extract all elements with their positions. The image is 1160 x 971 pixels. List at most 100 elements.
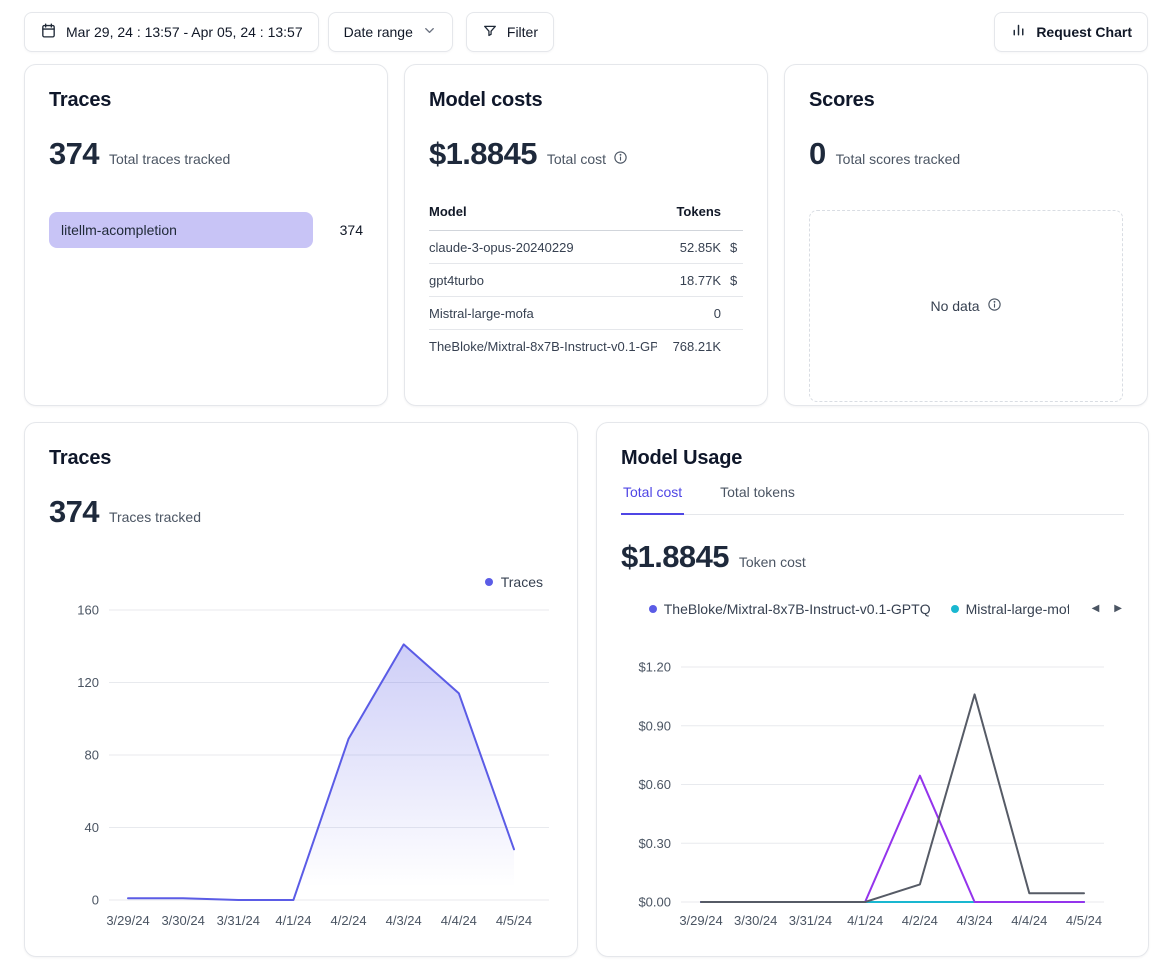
svg-text:3/29/24: 3/29/24 <box>679 913 722 928</box>
svg-text:120: 120 <box>77 675 99 690</box>
tokens-cell: 18.77K <box>679 272 721 288</box>
tokens-cell: 0 <box>713 305 721 321</box>
metric-caption: Total traces tracked <box>108 151 231 167</box>
svg-text:3/29/24: 3/29/24 <box>106 913 149 928</box>
empty-state-box: No data <box>809 210 1123 402</box>
svg-text:4/1/24: 4/1/24 <box>847 913 883 928</box>
legend-dot <box>648 605 657 613</box>
card-title: Traces <box>49 89 112 111</box>
svg-text:160: 160 <box>77 603 99 618</box>
tab-total-tokens[interactable]: Total tokens <box>720 484 795 500</box>
card-model-costs: Model costs $1.8845 Total cost Model Tok… <box>404 64 768 406</box>
date-range-value: Mar 29, 24 : 13:57 - Apr 05, 24 : 13:57 <box>66 24 303 40</box>
filter-icon <box>482 23 498 42</box>
bar-chart-icon <box>1010 22 1027 42</box>
metric-value: 374 <box>49 136 100 171</box>
metric-caption: Token cost <box>738 554 806 570</box>
info-icon[interactable] <box>613 150 628 168</box>
trace-name-bar-value: 374 <box>339 222 363 238</box>
svg-text:40: 40 <box>85 820 99 835</box>
legend-dot <box>484 578 493 586</box>
chart-legend: TheBloke/Mixtral-8x7B-Instruct-v0.1-GPTQ… <box>621 601 1124 617</box>
table-header: Model Tokens <box>429 204 743 231</box>
metric: $1.8845 Token cost <box>621 539 1124 575</box>
svg-text:4/4/24: 4/4/24 <box>441 913 477 928</box>
legend-label: Mistral-large-mofa <box>965 601 1069 617</box>
model-name-cell: claude-3-opus-20240229 <box>429 239 574 255</box>
svg-text:4/4/24: 4/4/24 <box>1011 913 1047 928</box>
svg-text:80: 80 <box>85 748 99 763</box>
cost-cell: $ <box>730 239 738 255</box>
metric-caption: Total cost <box>546 151 606 167</box>
model-costs-table: Model Tokens claude-3-opus-20240229 52.8… <box>429 204 743 363</box>
svg-text:4/1/24: 4/1/24 <box>275 913 311 928</box>
filter-label: Filter <box>506 24 539 40</box>
date-range-dropdown[interactable]: Date range <box>327 12 453 52</box>
date-range-picker-button[interactable]: Mar 29, 24 : 13:57 - Apr 05, 24 : 13:57 <box>24 12 319 52</box>
metric: 374 Traces tracked <box>49 494 553 530</box>
legend-dot <box>950 605 959 613</box>
metric-caption: Traces tracked <box>108 509 202 525</box>
legend-item: Mistral-large-mofa <box>950 601 1069 617</box>
svg-text:$0.30: $0.30 <box>638 836 671 851</box>
tokens-cell: 52.85K <box>679 239 721 255</box>
table-row: Mistral-large-mofa 0 <box>429 297 743 330</box>
tokens-cell: 768.21K <box>672 339 721 354</box>
svg-text:$0.00: $0.00 <box>638 895 671 910</box>
svg-text:3/31/24: 3/31/24 <box>789 913 832 928</box>
svg-text:4/3/24: 4/3/24 <box>956 913 992 928</box>
metric: 0 Total scores tracked <box>809 136 1123 172</box>
card-title: Scores <box>809 89 875 111</box>
trace-name-bar-label: litellm-acompletion <box>61 222 177 238</box>
info-icon[interactable] <box>987 297 1002 315</box>
svg-text:4/2/24: 4/2/24 <box>330 913 366 928</box>
model-name-cell: gpt4turbo <box>429 272 484 288</box>
trace-name-bar-row: litellm-acompletion 374 <box>49 212 363 248</box>
svg-text:3/30/24: 3/30/24 <box>734 913 777 928</box>
metric-value: 374 <box>49 494 100 529</box>
metric-value: $1.8845 <box>429 136 537 171</box>
legend-prev-button[interactable]: ◀ <box>1091 603 1100 614</box>
legend-item: TheBloke/Mixtral-8x7B-Instruct-v0.1-GPTQ <box>648 601 931 617</box>
model-usage-line-chart: $0.00 $0.30 $0.60 $0.90 $1.20 3/29/24 3/30/24 3… <box>638 660 1104 928</box>
svg-text:$1.20: $1.20 <box>638 660 671 675</box>
card-title: Model costs <box>429 89 543 111</box>
card-model-usage: Model Usage Total cost Total tokens $1.8… <box>596 422 1149 957</box>
card-traces-chart: Traces 374 Traces tracked Traces 0 40 80 12… <box>24 422 578 957</box>
svg-text:4/2/24: 4/2/24 <box>902 913 938 928</box>
svg-text:$0.90: $0.90 <box>638 718 671 733</box>
card-scores: Scores 0 Total scores tracked No data <box>784 64 1148 406</box>
legend-next-button[interactable]: ▶ <box>1114 603 1122 614</box>
trace-name-bar[interactable]: litellm-acompletion <box>49 212 313 248</box>
date-range-dropdown-label: Date range <box>343 24 413 40</box>
no-data-text: No data <box>930 298 980 314</box>
metric: $1.8845 Total cost <box>429 136 743 172</box>
toolbar: Mar 29, 24 : 13:57 - Apr 05, 24 : 13:57 … <box>24 12 1148 52</box>
model-name-cell: Mistral-large-mofa <box>429 305 534 321</box>
chart-legend: Traces <box>49 574 553 590</box>
svg-text:4/5/24: 4/5/24 <box>496 913 532 928</box>
card-title: Traces <box>49 447 112 469</box>
metric-caption: Total scores tracked <box>835 151 961 167</box>
calendar-icon <box>40 22 57 42</box>
top-cards-row: Traces 374 Total traces tracked litellm-… <box>24 64 1148 406</box>
metric-value: 0 <box>809 136 826 171</box>
model-name-cell: TheBloke/Mixtral-8x7B-Instruct-v0.1-GPTQ <box>429 339 657 354</box>
card-title: Model Usage <box>621 447 743 469</box>
metric-value: $1.8845 <box>621 539 729 574</box>
table-row: claude-3-opus-20240229 52.85K $ <box>429 231 743 264</box>
legend-label: TheBloke/Mixtral-8x7B-Instruct-v0.1-GPTQ <box>663 601 931 617</box>
filter-button[interactable]: Filter <box>465 12 555 52</box>
metric: 374 Total traces tracked <box>49 136 363 172</box>
svg-text:4/5/24: 4/5/24 <box>1066 913 1102 928</box>
tab-total-cost[interactable]: Total cost <box>621 484 685 515</box>
table-row: TheBloke/Mixtral-8x7B-Instruct-v0.1-GPTQ… <box>429 330 743 363</box>
svg-text:3/30/24: 3/30/24 <box>161 913 204 928</box>
card-traces-summary: Traces 374 Total traces tracked litellm-… <box>24 64 388 406</box>
request-chart-label: Request Chart <box>1036 24 1132 40</box>
request-chart-button[interactable]: Request Chart <box>994 12 1148 52</box>
svg-text:4/3/24: 4/3/24 <box>386 913 422 928</box>
model-usage-tabs: Total cost Total tokens <box>621 484 1124 515</box>
traces-line-chart: 0 40 80 120 160 3/29/24 3/30/24 3/31/24 4/1/24 4/… <box>77 603 549 928</box>
